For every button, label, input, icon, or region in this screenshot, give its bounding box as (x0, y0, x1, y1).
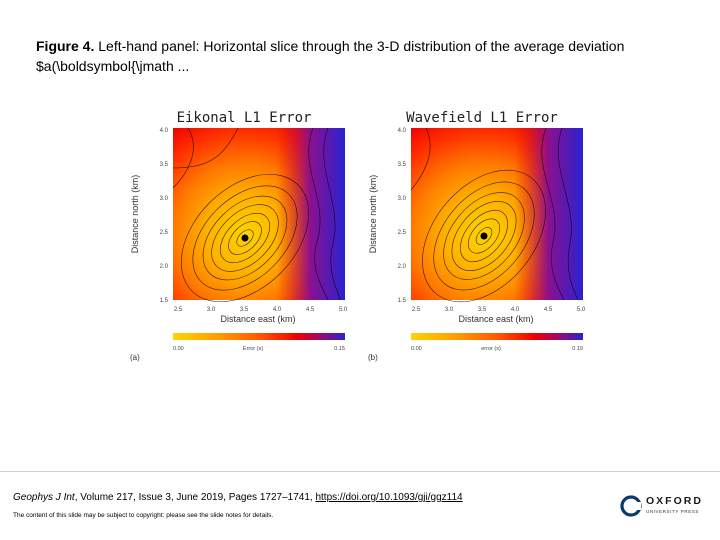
panel-a-ytick: 3.0 (160, 196, 169, 202)
citation: Geophys J Int, Volume 217, Issue 3, June… (13, 492, 463, 503)
panel-a-label: (a) (130, 353, 140, 362)
panel-a-xtick: 3.5 (240, 307, 249, 313)
panel-a-colorbar-min: 0.00 (173, 346, 184, 352)
panel-a-title: Eikonal L1 Error (177, 110, 312, 126)
panel-a-xlabel: Distance east (km) (220, 314, 295, 324)
panel-b-label: (b) (368, 353, 378, 362)
panel-a-xtick: 4.5 (306, 307, 315, 313)
panel-b-ytick: 1.5 (398, 298, 407, 304)
panel-b-colorbar-max: 0.19 (572, 346, 583, 352)
panel-a-ylabel: Distance north (km) (130, 175, 140, 254)
panel-a-xtick: 3.0 (207, 307, 216, 313)
panel-b-xtick: 4.5 (544, 307, 553, 313)
citation-journal: Geophys J Int (13, 492, 75, 503)
citation-doi-link[interactable]: https://doi.org/10.1093/gji/ggz114 (315, 492, 463, 503)
panel-b-title: Wavefield L1 Error (406, 110, 558, 126)
panel-a-xtick: 4.0 (273, 307, 282, 313)
footer-divider (0, 471, 720, 472)
panel-b-xtick: 3.5 (478, 307, 487, 313)
panel-b-xtick: 5.0 (577, 307, 586, 313)
panel-b-ytick: 3.5 (398, 162, 407, 168)
oxford-logo: OXFORD UNIVERSITY PRESS (620, 493, 710, 521)
panel-b-xtick: 4.0 (511, 307, 520, 313)
panel-a-plot (172, 127, 345, 303)
panel-a: Eikonal L1 Error Distance north (km) 4.0 (130, 110, 348, 362)
figure-caption: Figure 4. Left-hand panel: Horizontal sl… (36, 36, 676, 76)
panel-a-ytick: 2.5 (160, 230, 169, 236)
logo-name: OXFORD (646, 495, 703, 507)
panel-a-ytick: 4.0 (160, 128, 169, 134)
panel-a-xtick: 5.0 (339, 307, 348, 313)
panel-b-xtick: 2.5 (412, 307, 421, 313)
panel-a-ytick: 2.0 (160, 264, 169, 270)
panel-a-colorbar-max: 0.15 (334, 346, 345, 352)
panel-b-colorbar-label: error (s) (481, 346, 501, 352)
panel-a-xtick: 2.5 (174, 307, 183, 313)
panel-b-colorbar-min: 0.00 (411, 346, 422, 352)
panel-b-ytick: 2.0 (398, 264, 407, 270)
caption-label: Figure 4. (36, 38, 95, 54)
panel-a-ytick: 1.5 (160, 298, 169, 304)
logo-sub: UNIVERSITY PRESS (646, 509, 700, 514)
panel-b-ytick: 4.0 (398, 128, 407, 134)
panel-a-ytick: 3.5 (160, 162, 169, 168)
figure-image: Eikonal L1 Error Distance north (km) 4.0 (130, 110, 586, 362)
citation-details: , Volume 217, Issue 3, June 2019, Pages … (74, 492, 316, 503)
panel-b-xtick: 3.0 (445, 307, 454, 313)
panel-b-ytick: 2.5 (398, 230, 407, 236)
panel-b-xlabel: Distance east (km) (458, 314, 533, 324)
oxford-logo-icon (620, 495, 642, 517)
copyright-note: The content of this slide may be subject… (13, 512, 274, 519)
panel-b-ytick: 3.0 (398, 196, 407, 202)
panel-b-plot (410, 127, 583, 303)
panel-a-colorbar (173, 333, 345, 340)
panel-a-colorbar-label: Error (s) (243, 346, 263, 352)
panel-b: Wavefield L1 Error Distance north (km) 4… (368, 110, 586, 362)
panel-b-colorbar (411, 333, 583, 340)
panel-b-ylabel: Distance north (km) (368, 175, 378, 254)
caption-text: Left-hand panel: Horizontal slice throug… (36, 38, 625, 74)
